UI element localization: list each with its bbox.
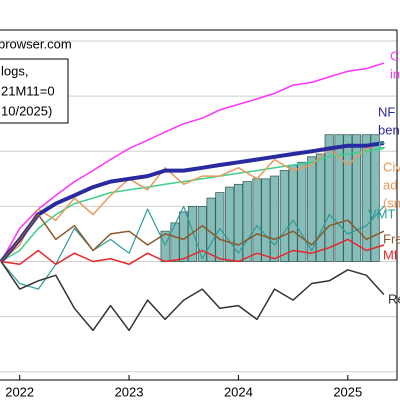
bar	[297, 161, 307, 262]
series-label: VMT	[368, 206, 396, 221]
x-tick-label: 2024	[224, 384, 253, 399]
series-line	[0, 141, 385, 263]
bar	[252, 178, 262, 262]
bar	[242, 181, 252, 262]
x-tick-label: 2023	[115, 384, 144, 399]
bar	[361, 134, 371, 262]
legend-box	[0, 58, 69, 124]
legend: logs, 21M11=0 10/2025)	[1, 63, 55, 118]
bar	[225, 186, 235, 262]
series-label: Civ	[383, 159, 400, 174]
bar	[324, 134, 334, 262]
series-label: F	[378, 139, 386, 154]
bar	[351, 134, 362, 262]
bar	[288, 164, 298, 262]
series-line	[0, 261, 385, 332]
series-label: ad	[383, 177, 397, 192]
lines	[0, 62, 385, 332]
series-label: ben	[378, 122, 400, 137]
series-line	[0, 62, 385, 262]
legend-text: logs,	[1, 63, 28, 78]
x-tick-label: 2025	[333, 384, 362, 399]
series-label: Fre	[383, 231, 400, 246]
series-line	[0, 213, 385, 262]
bars	[160, 134, 380, 262]
series-label: (sm	[383, 195, 400, 210]
series-label: C	[390, 48, 399, 63]
series-line	[0, 142, 385, 263]
legend-text: 21M11=0	[1, 83, 55, 98]
series-line	[0, 238, 385, 266]
bar	[261, 178, 271, 262]
bar	[187, 205, 198, 262]
bar	[215, 192, 225, 262]
series-label: Mf	[383, 247, 398, 262]
bar	[279, 170, 289, 262]
bar	[315, 153, 326, 262]
series-label: in	[390, 66, 400, 81]
x-axis: 2022 2023 2024 2025	[5, 375, 362, 399]
plot-frame	[0, 29, 398, 381]
series-label: Re	[388, 291, 400, 306]
series-label: NF	[378, 104, 395, 119]
legend-text: 10/2025)	[1, 103, 52, 118]
source-text: browser.com	[0, 36, 72, 51]
bar	[370, 134, 380, 262]
bar	[170, 222, 180, 262]
x-tick-label: 2022	[5, 384, 34, 399]
bar	[269, 175, 280, 262]
